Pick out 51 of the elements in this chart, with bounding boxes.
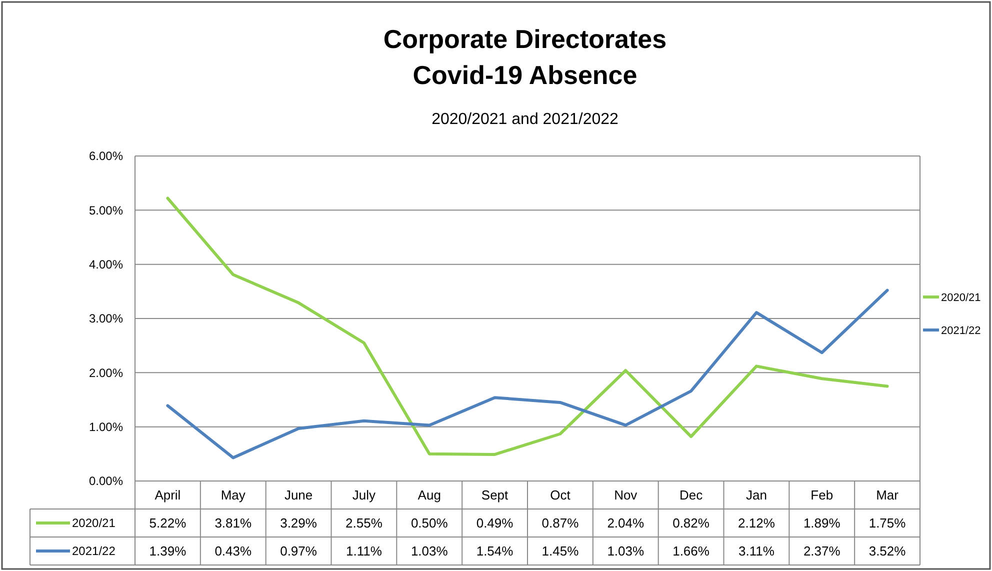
y-tick-label: 2.00% — [88, 366, 124, 380]
data-label: 1.66% — [672, 544, 710, 559]
line-series — [166, 288, 889, 460]
x-tick-label: Aug — [418, 488, 441, 503]
y-tick-label: 1.00% — [88, 420, 124, 434]
data-label: 0.43% — [214, 544, 252, 559]
data-label: 0.49% — [476, 516, 514, 531]
data-label: 0.50% — [410, 516, 448, 531]
legend-label: 2021/22 — [941, 324, 981, 337]
x-tick-label: Sept — [481, 488, 509, 503]
x-tick-label: Mar — [876, 488, 900, 503]
x-tick-label: May — [220, 488, 246, 503]
data-label: 3.81% — [214, 516, 252, 531]
line-series — [166, 196, 889, 456]
text: 2021/22 — [72, 544, 116, 558]
data-label: 2.55% — [346, 516, 383, 531]
x-tick-label: June — [284, 488, 313, 503]
y-tick-label: 4.00% — [88, 258, 124, 272]
data-label: 3.11% — [738, 544, 775, 559]
x-tick-label: July — [352, 488, 376, 503]
data-label: 1.54% — [476, 544, 514, 559]
data-label: 3.29% — [280, 516, 318, 531]
chart-title: Corporate Directorates Covid-19 Absence — [383, 24, 667, 90]
data-label: 1.11% — [346, 544, 382, 559]
data-label: 1.03% — [410, 544, 448, 559]
data-label: 2.12% — [738, 516, 776, 531]
text: 2020/21 — [72, 516, 116, 530]
x-tick-label: Oct — [550, 488, 571, 503]
y-tick-label: 0.00% — [88, 474, 124, 488]
x-tick-label: Nov — [614, 488, 638, 503]
y-tick-label: 5.00% — [88, 203, 124, 218]
legend-label: 2020/21 — [941, 292, 981, 304]
data-label: 5.22% — [149, 516, 187, 531]
chart-subtitle: 2020/2021 and 2021/2022 — [432, 111, 619, 128]
x-tick-label: Jan — [746, 488, 767, 503]
y-tick-label: 3.00% — [88, 312, 124, 326]
data-label: 0.82% — [672, 516, 710, 531]
y-tick-label: 6.00% — [88, 149, 124, 164]
x-tick-label: April — [154, 488, 181, 503]
data-label: 1.75% — [868, 516, 906, 531]
data-label: 1.03% — [607, 544, 644, 559]
data-label: 3.52% — [868, 544, 906, 559]
data-label: 1.45% — [542, 544, 580, 559]
data-label: 2.37% — [803, 544, 841, 559]
x-tick-label: Feb — [810, 488, 834, 503]
data-label: 0.97% — [280, 544, 318, 559]
x-tick-label: Dec — [679, 488, 704, 503]
data-label: 1.39% — [149, 544, 187, 559]
data-label: 1.89% — [803, 516, 841, 531]
data-label: 2.04% — [607, 516, 644, 531]
data-label: 0.87% — [542, 516, 580, 531]
